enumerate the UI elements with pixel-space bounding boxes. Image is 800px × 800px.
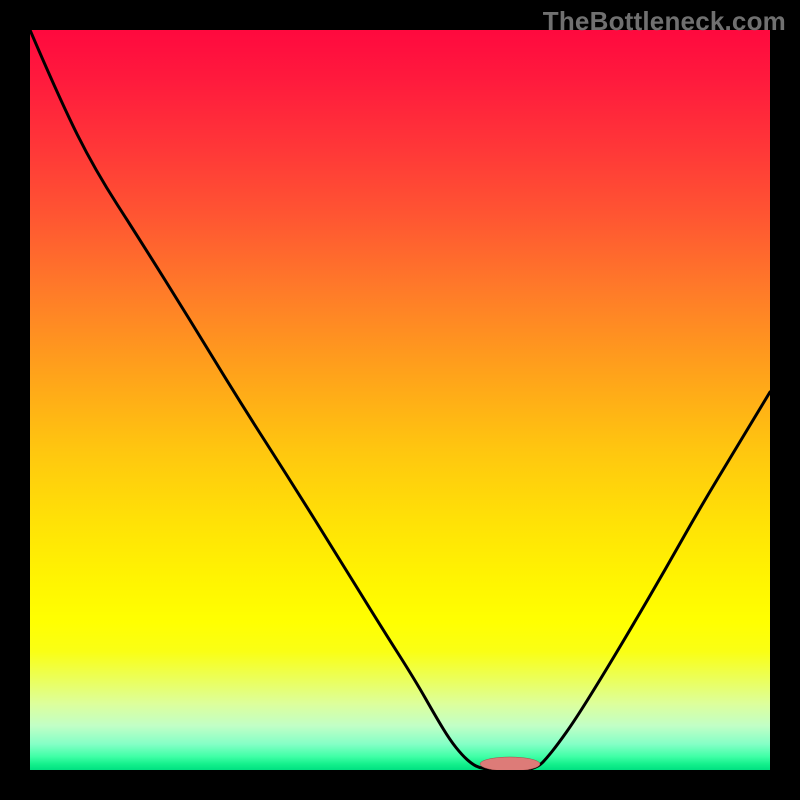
optimum-marker [480,757,540,770]
plot-svg [30,30,770,770]
chart-frame: TheBottleneck.com [0,0,800,800]
watermark-text: TheBottleneck.com [543,6,786,37]
plot-area [30,30,770,770]
